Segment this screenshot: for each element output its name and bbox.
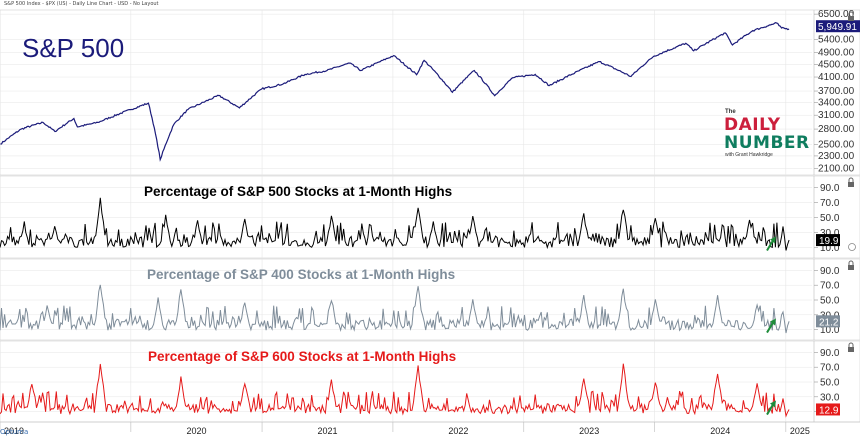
spx-tick-label: 4100.00 [818, 72, 855, 83]
pct-line-p3 [0, 363, 790, 418]
pct-title-p3: Percentage of S&P 600 Stocks at 1-Month … [148, 349, 456, 364]
x-axis-label-2021: 2021 [317, 426, 337, 436]
spx-tick-label: 2500.00 [818, 140, 855, 151]
lock-icon [848, 182, 854, 187]
spx-tick-label: 4500.00 [818, 59, 855, 70]
spx-last-value-box [816, 20, 860, 33]
pct-tick-label: 30.0 [820, 392, 840, 403]
lock-icon [848, 265, 854, 270]
pct-line-p1 [0, 197, 790, 251]
spx-tick-label: 3700.00 [818, 86, 855, 97]
lock-icon [848, 16, 854, 21]
spx-tick-label: 3400.00 [818, 98, 855, 109]
spx-tick-label: 3100.00 [818, 110, 855, 121]
spx-title: S&P 500 [22, 33, 124, 63]
lock-shackle-icon [848, 11, 854, 16]
pct-tick-label: 90.0 [820, 183, 840, 194]
chart-header-text: S&P 500 Index - $PX (US) - Daily Line Ch… [4, 1, 159, 7]
lock-shackle-icon [848, 260, 854, 265]
lock-shackle-icon [848, 342, 854, 347]
pct-tick-label: 70.0 [820, 281, 840, 292]
pct-tick-label: 30.0 [820, 228, 840, 239]
x-axis-label-2019: 2019 [4, 426, 24, 436]
pct-line-p2 [0, 284, 790, 334]
pct-tick-label: 90.0 [820, 348, 840, 359]
pct-last-value-p3: 12.9 [819, 405, 839, 416]
pct-title-p1: Percentage of S&P 500 Stocks at 1-Month … [144, 184, 452, 199]
daily-number-logo: The DAILY NUMBER with Grant Hawkridge [722, 109, 809, 161]
logo-byline: with Grant Hawkridge [725, 152, 773, 158]
spx-tick-label: 2100.00 [818, 163, 855, 174]
pct-last-value-p1: 19.9 [819, 236, 839, 247]
up-arrow-head-icon [770, 400, 776, 408]
pct-tick-label: 50.0 [820, 378, 840, 389]
up-arrow-head-icon [770, 236, 776, 244]
spx-tick-label: 6500.00 [818, 9, 855, 20]
lock-shackle-icon [848, 177, 854, 182]
x-axis-label-2022: 2022 [448, 426, 468, 436]
spx-last-value: 5,949.91 [818, 22, 857, 33]
pct-tick-label: 50.0 [820, 213, 840, 224]
x-axis-label-2025: 2025 [790, 426, 810, 436]
pct-tick-label: 10.0 [820, 325, 840, 336]
pct-last-value-box [816, 403, 840, 416]
up-arrow-head-icon [770, 318, 776, 326]
x-axis-label-2020: 2020 [186, 426, 206, 436]
logo-the: The [725, 109, 736, 115]
up-arrow-icon [766, 322, 774, 334]
pct-tick-label: 50.0 [820, 296, 840, 307]
x-axis-label-2023: 2023 [579, 426, 599, 436]
optuma-brand: Optuma [0, 428, 29, 436]
logo-line1: DAILY [724, 115, 781, 135]
up-arrow-icon [766, 404, 774, 416]
pct-tick-label: 90.0 [820, 266, 840, 277]
settings-icon [848, 243, 856, 251]
spx-tick-label: 5400.00 [818, 34, 855, 45]
pct-last-value-box [816, 315, 840, 328]
lock-icon [848, 347, 854, 352]
spx-tick-label: 2800.00 [818, 124, 855, 135]
spx-tick-label: 2300.00 [818, 151, 855, 162]
spx-price-line [0, 22, 790, 162]
x-axis-label-2024: 2024 [710, 426, 730, 436]
pct-tick-label: 10.0 [820, 243, 840, 254]
pct-tick-label: 70.0 [820, 198, 840, 209]
pct-last-value-p2: 21.2 [819, 317, 839, 328]
pct-title-p2: Percentage of S&P 400 Stocks at 1-Month … [147, 267, 455, 282]
up-arrow-icon [766, 239, 774, 252]
spx-tick-label: 4900.00 [818, 48, 855, 59]
logo-line2: NUMBER [724, 133, 810, 153]
pct-tick-label: 70.0 [820, 363, 840, 374]
pct-last-value-box [816, 234, 840, 247]
